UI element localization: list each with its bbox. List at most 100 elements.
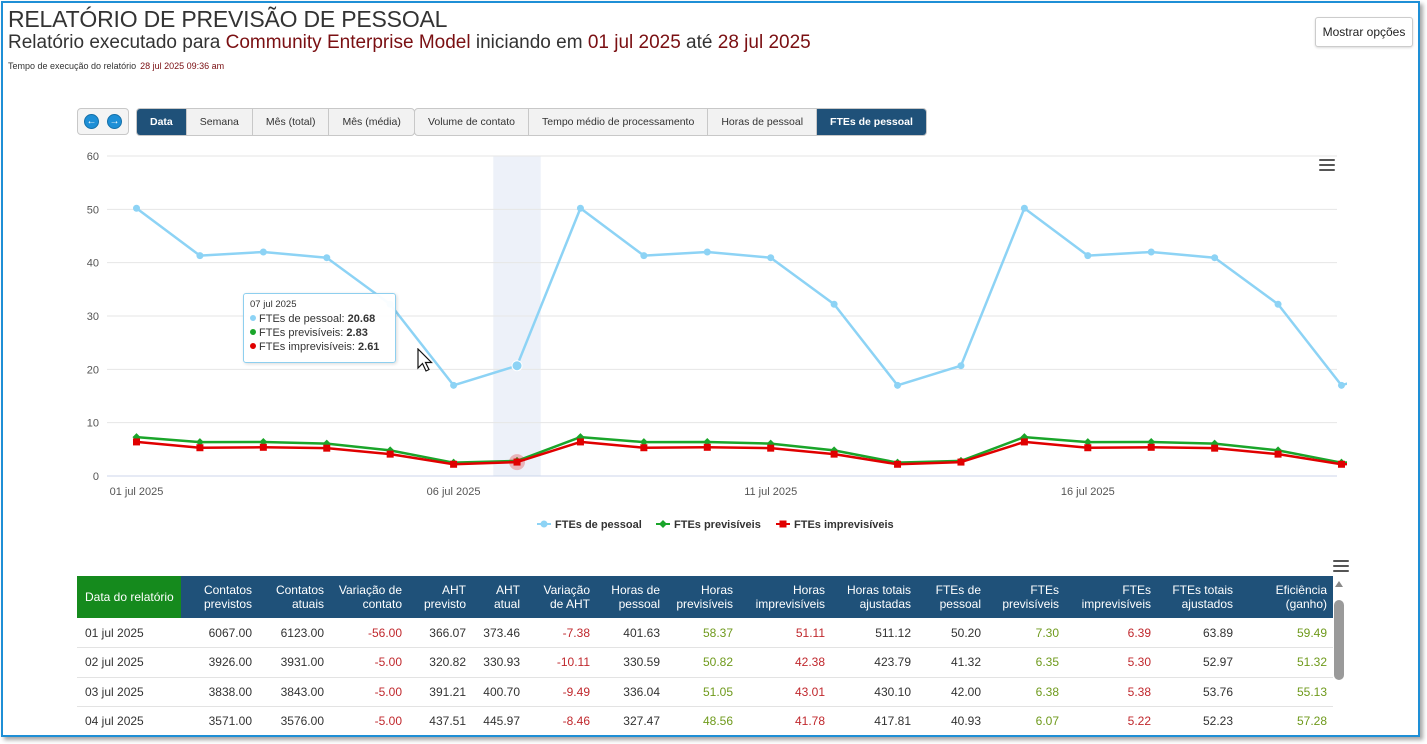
data-point <box>513 458 521 466</box>
metric-button[interactable]: Horas de pessoal <box>708 109 818 135</box>
data-point <box>511 360 523 372</box>
data-point <box>133 204 140 212</box>
column-header[interactable]: Data do relatório <box>77 576 181 618</box>
show-options-button[interactable]: Mostrar opções <box>1315 17 1413 47</box>
y-tick-label: 0 <box>93 471 99 483</box>
table-cell: 5.22 <box>1065 706 1157 735</box>
column-header[interactable]: FTEs previsíveis <box>987 576 1065 618</box>
table-cell: 320.82 <box>408 647 472 678</box>
period-button[interactable]: Semana <box>187 109 253 135</box>
data-point <box>830 450 838 458</box>
execution-time: Tempo de execução do relatório 28 jul 202… <box>8 61 224 71</box>
x-tick-label: 11 jul 2025 <box>744 486 797 498</box>
column-header[interactable]: FTEs de pessoal <box>917 576 987 618</box>
chart-menu-icon[interactable] <box>1319 159 1335 172</box>
y-tick-label: 10 <box>87 418 99 430</box>
series-dot-icon <box>250 329 256 335</box>
table-cell: 7.30 <box>987 618 1065 648</box>
y-tick-label: 30 <box>87 311 99 323</box>
table-cell: 5.30 <box>1065 647 1157 678</box>
table-cell: 3576.00 <box>258 706 330 735</box>
legend-marker <box>659 520 667 528</box>
data-point <box>1274 450 1282 458</box>
exec-time-value: 28 jul 2025 09:36 am <box>140 61 225 71</box>
column-header[interactable]: Variação de contato <box>330 576 408 618</box>
report-title: RELATÓRIO DE PREVISÃO DE PESSOAL <box>8 6 448 32</box>
column-header[interactable]: Contatos previstos <box>181 576 258 618</box>
table-cell: 511.12 <box>831 618 917 648</box>
table-cell: 48.56 <box>666 706 739 735</box>
data-point <box>1020 438 1028 446</box>
column-header[interactable]: FTEs totais ajustados <box>1157 576 1239 618</box>
data-point <box>450 460 458 468</box>
period-button[interactable]: Mês (total) <box>253 109 330 135</box>
table-cell: 59.49 <box>1239 618 1333 648</box>
column-header[interactable]: Horas de pessoal <box>596 576 666 618</box>
x-tick-label: 16 jul 2025 <box>1061 486 1115 498</box>
column-header[interactable]: Contatos atuais <box>258 576 330 618</box>
table-row: 03 jul 2025 3838.00 3843.00 -5.00 391.21 400.… <box>77 677 1333 707</box>
metric-button[interactable]: FTEs de pessoal <box>817 109 926 135</box>
column-header[interactable]: Eficiência (ganho) <box>1239 576 1333 618</box>
tooltip-label: FTEs previsíveis: <box>259 327 347 339</box>
data-point <box>259 248 267 256</box>
column-header[interactable]: Horas imprevisíveis <box>739 576 831 618</box>
data-point <box>703 443 711 451</box>
table-cell: 57.28 <box>1239 706 1333 735</box>
table-cell: -5.00 <box>330 677 408 707</box>
table-cell: 430.10 <box>831 677 917 707</box>
table-cell: 58.37 <box>666 618 739 648</box>
table-cell: -8.46 <box>526 706 596 735</box>
data-point <box>1337 381 1345 389</box>
data-point <box>196 444 204 452</box>
table-scrollbar[interactable] <box>1333 581 1345 735</box>
table-cell: 01 jul 2025 <box>77 618 181 648</box>
legend-label[interactable]: FTEs imprevisíveis <box>794 519 894 531</box>
legend-marker <box>779 520 787 528</box>
table-cell: 366.07 <box>408 618 472 648</box>
legend-label[interactable]: FTEs previsíveis <box>674 519 761 531</box>
scroll-up-icon[interactable] <box>1335 581 1343 587</box>
period-button[interactable]: Mês (média) <box>342 116 401 128</box>
legend-marker <box>540 520 548 528</box>
table-cell: -10.11 <box>526 647 596 678</box>
column-header[interactable]: AHT previsto <box>408 576 472 618</box>
scroll-thumb[interactable] <box>1334 600 1344 680</box>
arrow-left-icon[interactable]: ← <box>84 114 99 129</box>
table-cell: 3571.00 <box>181 706 258 735</box>
table-cell: 336.04 <box>596 677 666 707</box>
end-date: 28 jul 2025 <box>717 32 811 53</box>
y-tick-label: 50 <box>87 204 99 216</box>
table-cell: -9.49 <box>526 677 596 707</box>
data-point <box>894 460 902 468</box>
arrow-right-icon[interactable]: → <box>107 114 122 129</box>
column-header[interactable]: AHT atual <box>472 576 526 618</box>
report-subtitle: Relatório executado para Community Enter… <box>8 32 811 54</box>
tooltip-value: 20.68 <box>347 313 376 325</box>
data-point <box>640 444 648 452</box>
table-cell: 391.21 <box>408 677 472 707</box>
data-point <box>323 444 331 452</box>
column-header[interactable]: FTEs imprevisíveis <box>1065 576 1157 618</box>
table-cell: 53.76 <box>1157 677 1239 707</box>
metric-button[interactable]: Volume de contato <box>415 109 529 135</box>
metric-button[interactable]: Tempo médio de processamento <box>529 109 709 135</box>
data-point <box>1147 248 1155 256</box>
table-cell: 373.46 <box>472 618 526 648</box>
series-dot-icon <box>250 315 256 321</box>
column-header[interactable]: Horas previsíveis <box>666 576 739 618</box>
tooltip-date: 07 jul 2025 <box>250 299 297 310</box>
table-cell: 40.93 <box>917 706 987 735</box>
table-cell: 42.38 <box>739 647 831 678</box>
column-header[interactable]: Horas totais ajustadas <box>831 576 917 618</box>
column-header[interactable]: Variação de AHT <box>526 576 596 618</box>
tooltip-label: FTEs imprevisíveis: <box>259 341 359 353</box>
table-cell: 51.32 <box>1239 647 1333 678</box>
legend-label[interactable]: FTEs de pessoal <box>555 519 642 531</box>
data-point <box>957 458 965 466</box>
table-cell: 43.01 <box>739 677 831 707</box>
report-table: Data do relatório Contatos previstos Conta… <box>77 576 1333 735</box>
data-point <box>1337 460 1345 468</box>
table-menu-icon[interactable] <box>1333 560 1349 573</box>
period-button[interactable]: Data <box>137 109 187 135</box>
